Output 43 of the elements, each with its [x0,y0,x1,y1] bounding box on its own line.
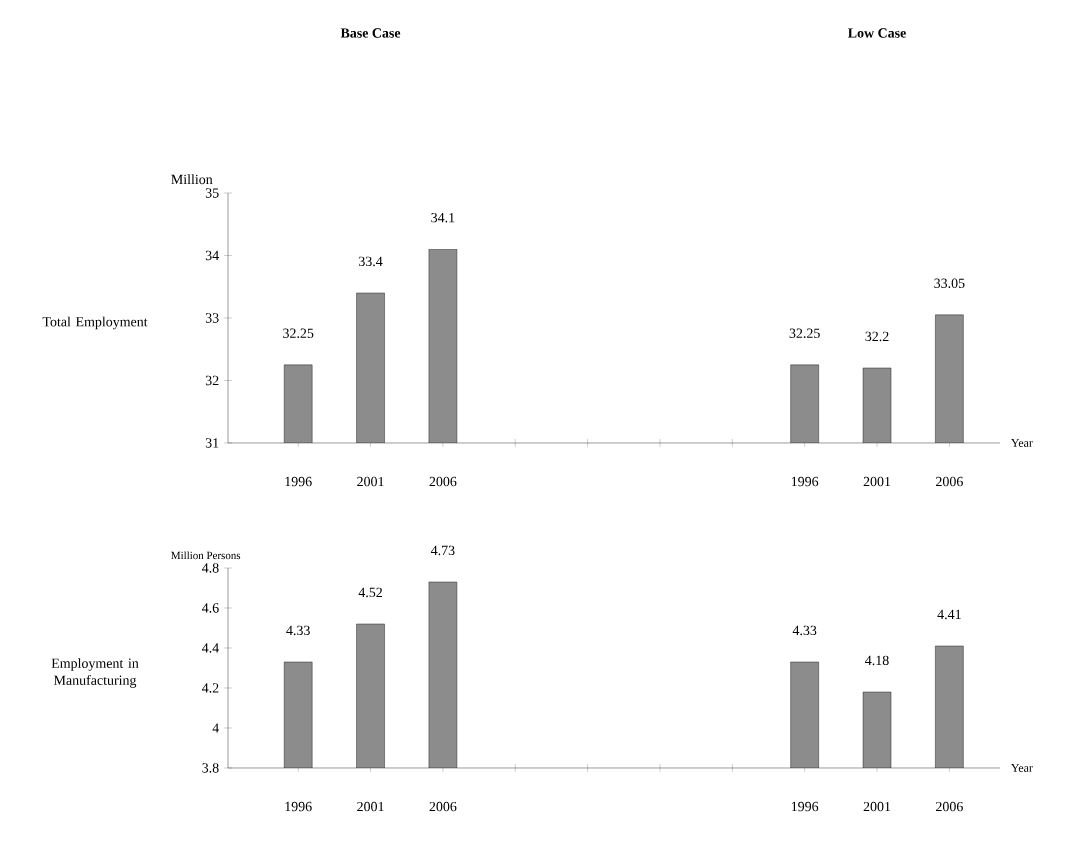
y-axis-title: Million [171,174,213,185]
data-label: 34.1 [431,212,455,223]
data-label: 33.05 [934,278,965,289]
y-tick-label: 4.4 [201,643,219,653]
y-tick-label: 33 [205,313,219,323]
x-tick-label: 2001 [357,801,384,812]
y-axis-title: Million Persons [171,551,241,560]
data-label: 4.18 [865,655,889,666]
x-tick-label: 1996 [791,801,819,812]
x-tick-label: 2001 [863,801,891,812]
x-tick-label: 2006 [936,801,963,812]
y-tick-label: 4.2 [201,683,219,693]
text: Low Case [848,28,906,38]
x-tick-label: 2006 [936,476,963,487]
text: Total Employment [42,316,148,330]
data-label: 4.33 [792,625,817,636]
y-tick-label: 35 [205,188,219,198]
x-tick-label: 2001 [357,476,384,487]
y-tick-label: 31 [205,438,219,448]
x-tick-label: 1996 [791,476,819,487]
y-tick-label: 32 [205,375,219,386]
x-tick-label: 2006 [429,801,457,812]
text: Employment in Manufacturing [51,658,139,688]
data-label: 4.52 [358,587,382,598]
data-label: 4.73 [430,545,455,556]
x-tick-label: 2006 [429,476,457,487]
x-tick-label: 1996 [285,476,312,487]
data-label: 33.4 [359,256,383,267]
data-label: 32.2 [865,331,889,342]
text: Base Case [340,28,401,38]
x-axis-title: Year [1011,439,1033,447]
x-tick-label: 1996 [285,801,312,812]
x-tick-label: 2001 [863,476,891,487]
data-label: 32.25 [789,328,820,339]
y-tick-label: 4 [212,723,219,733]
y-tick-label: 34 [205,250,219,261]
data-label: 32.25 [283,328,314,339]
y-tick-label: 3.8 [202,763,219,773]
data-label: 4.33 [286,625,310,636]
data-label: 4.41 [937,609,961,620]
y-tick-label: 4.6 [201,603,219,613]
x-axis-title: Year [1011,764,1033,772]
y-tick-label: 4.8 [201,563,219,573]
